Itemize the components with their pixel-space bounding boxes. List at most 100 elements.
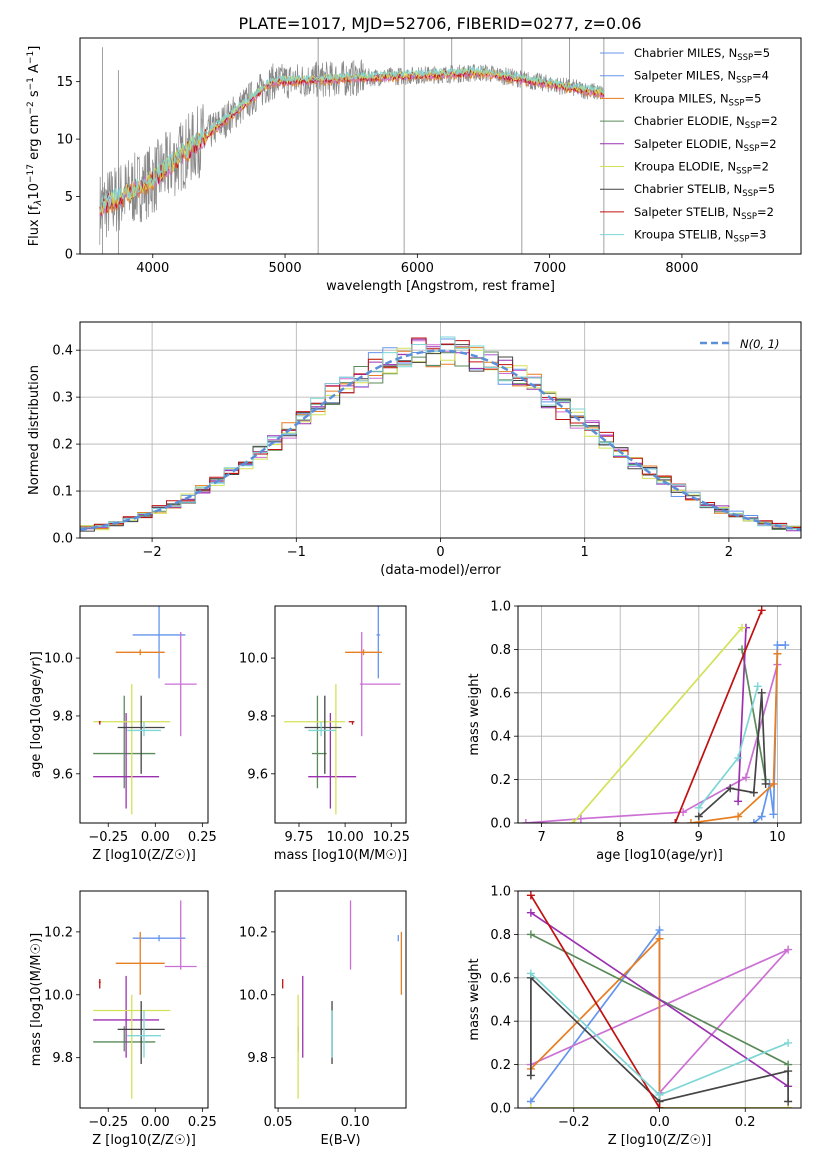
plot-area (282, 900, 403, 1099)
x-tick-label: 1 (581, 545, 589, 560)
mass-vs-metallicity-panel: −0.25 0.00 0.25 9.8 10.0 10.2 Z [log10(Z/Z☉)] m… (29, 890, 217, 1148)
mass-weight-marker (773, 641, 782, 650)
y-tick-label: 0.4 (490, 1015, 511, 1030)
legend-entry: Salpeter STELIB, NSSP=2 (634, 205, 774, 222)
axes-frame (79, 37, 802, 255)
y-tick-label: 0.0 (490, 1102, 511, 1117)
x-tick-label: 10.00 (327, 830, 364, 845)
x-tick-label: −0.25 (88, 1115, 128, 1130)
mass-weight-marker (526, 1104, 535, 1108)
x-tick-label: 9 (695, 830, 703, 845)
mass-weight-marker (753, 682, 762, 691)
y-tick-label: 10.0 (44, 988, 73, 1003)
y-tick-label: 0.4 (490, 730, 511, 745)
axes-frame (517, 890, 802, 1109)
x-tick-label: 5000 (269, 261, 302, 276)
mass-weight-marker (526, 1071, 535, 1080)
y-tick-label: 9.8 (52, 709, 73, 724)
mass-weight-marker (526, 969, 535, 978)
x-tick-label: 0 (436, 545, 444, 560)
x-tick-label: 8 (616, 830, 624, 845)
y-tick-label: 0.2 (52, 438, 73, 453)
x-tick-label: 2 (725, 545, 733, 560)
y-tick-label: 9.8 (52, 1051, 73, 1066)
mass-weight-marker (757, 688, 766, 697)
mass-weight-marker (769, 779, 778, 788)
mass-weight-marker (569, 819, 578, 823)
x-axis-label: Z [log10(Z/Z☉)] (92, 1133, 196, 1148)
mass-weight-marker (655, 926, 664, 935)
legend-entry: Chabrier STELIB, NSSP=5 (634, 182, 775, 199)
plot-area (526, 891, 793, 1108)
x-tick-label: 0.00 (141, 830, 170, 845)
spectrum-panel: 4000 5000 6000 7000 8000 0 5 10 15 wavelength [An… (26, 37, 802, 294)
mass-weight-marker (773, 649, 782, 658)
x-axis-label: Z [log10(Z/Z☉)] (608, 1133, 712, 1148)
y-axis-label: Normed distribution (27, 365, 42, 495)
model-spectrum (99, 69, 605, 217)
x-axis-label: mass [log10(M/M☉)] (274, 848, 407, 863)
y-tick-label: 1.0 (490, 885, 511, 900)
mass-weight-marker (761, 779, 770, 788)
legend-entry: Salpeter ELODIE, NSSP=2 (634, 137, 777, 154)
mass-weight-line (737, 627, 747, 802)
y-tick-label: 0.6 (490, 686, 511, 701)
x-axis-label: E(B-V) (320, 1133, 360, 1148)
model-spectrum (99, 71, 605, 214)
x-tick-label: −0.25 (88, 830, 128, 845)
mass-weight-marker (769, 810, 778, 819)
legend-entry: Kroupa MILES, NSSP=5 (634, 91, 761, 108)
legend-entry: N(0, 1) (740, 337, 780, 351)
mass-weight-marker (686, 819, 695, 823)
plot-area (93, 606, 197, 815)
legend-entry: Kroupa ELODIE, NSSP=2 (634, 160, 769, 177)
mass-weight-line (525, 664, 779, 823)
mass-weight-marker (749, 788, 758, 797)
mass-weight-vs-metallicity-panel: −0.2 0.0 0.2 0.0 0.2 0.4 0.6 0.8 1.0 Z [log10(Z/Z… (467, 885, 802, 1148)
mass-weight-line (674, 609, 763, 823)
x-tick-label: 7000 (533, 261, 566, 276)
mass-weight-marker (784, 1067, 793, 1076)
y-axis-label: mass weight (467, 958, 482, 1040)
y-tick-label: 0.8 (490, 928, 511, 943)
legend-entry: Salpeter MILES, NSSP=4 (634, 69, 769, 86)
y-tick-label: 0.6 (490, 971, 511, 986)
mass-weight-marker (655, 934, 664, 943)
x-axis-label: wavelength [Angstrom, rest frame] (326, 279, 555, 294)
y-axis-label: mass [log10(M/M☉)] (29, 933, 44, 1066)
mass-weight-marker (734, 812, 743, 821)
axes-frame (79, 321, 802, 539)
x-tick-label: 0.0 (649, 1115, 670, 1130)
model-spectrum (99, 69, 605, 216)
x-tick-label: 0.05 (264, 1115, 293, 1130)
axes-frame (79, 890, 209, 1109)
residual-histogram (80, 336, 801, 530)
x-tick-label: 0.2 (735, 1115, 756, 1130)
plot-area (93, 900, 197, 1099)
y-tick-label: 0.2 (490, 773, 511, 788)
y-tick-label: 0.4 (52, 344, 73, 359)
mass-weight-marker (576, 814, 585, 823)
x-tick-label: 0.25 (188, 830, 217, 845)
mass-weight-line (741, 649, 767, 780)
x-axis-label: (data-model)/error (380, 563, 501, 578)
mass-weight-vs-age-panel: 7 8 9 10 0.0 0.2 0.4 0.6 0.8 1.0 age [log10(age/yr… (467, 600, 802, 863)
x-tick-label: 7 (537, 830, 545, 845)
x-axis-label: Z [log10(Z/Z☉)] (92, 848, 196, 863)
x-tick-label: 9.75 (285, 830, 314, 845)
y-axis-label: Flux [fλ10−17 erg cm−2 s−1 A−1] (26, 46, 44, 247)
y-tick-label: 10.0 (239, 652, 268, 667)
legend-entry: Chabrier MILES, NSSP=5 (634, 46, 770, 63)
y-tick-label: 0.8 (490, 643, 511, 658)
x-tick-label: 0.10 (341, 1115, 370, 1130)
mass-weight-marker (757, 812, 766, 821)
legend-entry: Kroupa STELIB, NSSP=3 (634, 228, 766, 245)
figure-title: PLATE=1017, MJD=52706, FIBERID=0277, z=0… (238, 14, 641, 33)
plot-area (99, 38, 605, 254)
x-tick-label: 0.00 (141, 1115, 170, 1130)
plot-area (521, 606, 790, 823)
mass-weight-marker (521, 819, 530, 823)
y-tick-label: 10.0 (44, 652, 73, 667)
x-tick-label: 4000 (136, 261, 169, 276)
